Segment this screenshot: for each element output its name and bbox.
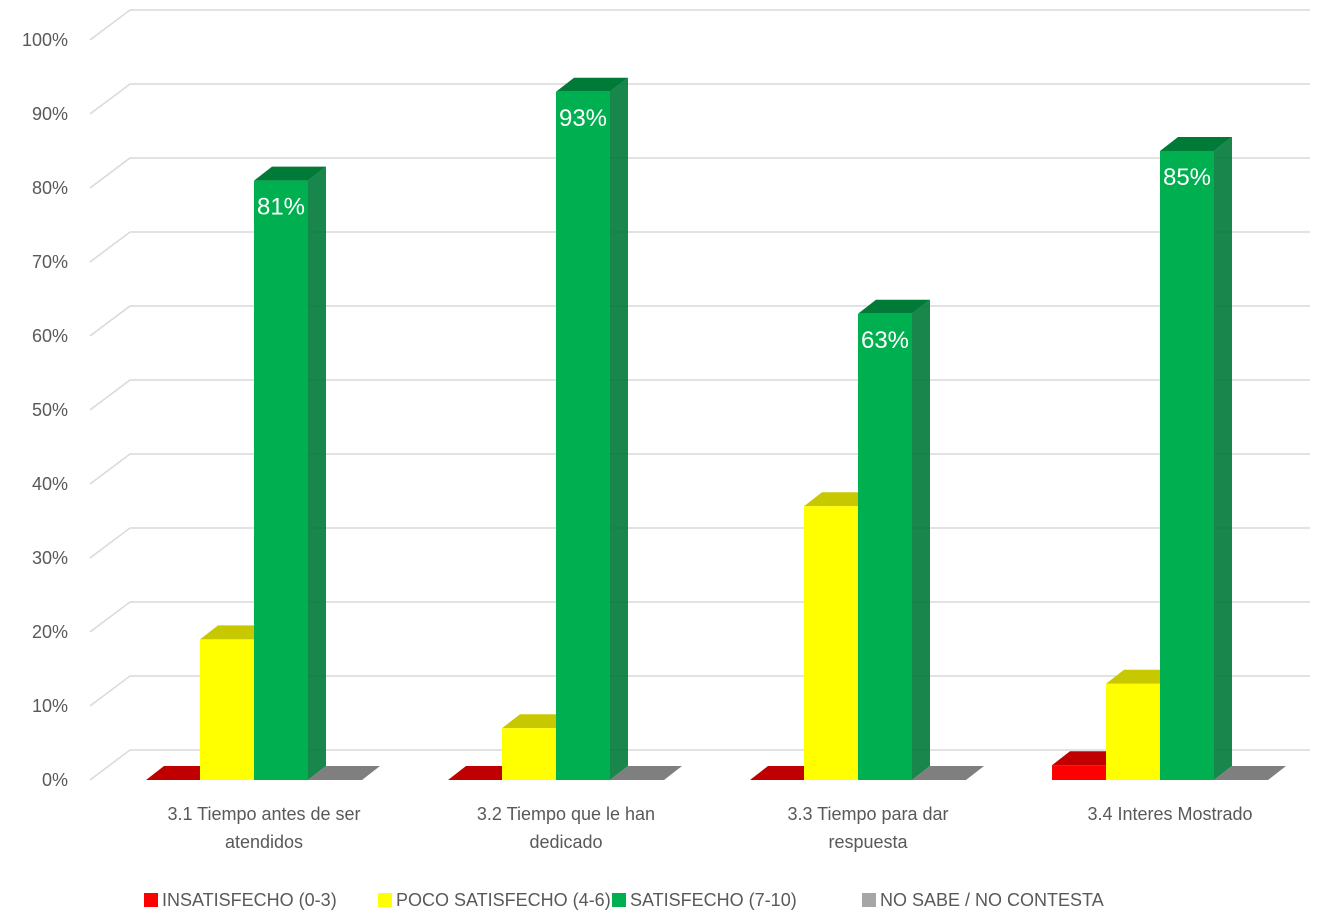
bar-top-3 bbox=[912, 766, 984, 780]
gridline-depth bbox=[89, 305, 131, 337]
y-tick-label: 20% bbox=[32, 622, 68, 642]
legend-label: SATISFECHO (7-10) bbox=[630, 890, 797, 910]
data-label: 85% bbox=[1163, 164, 1211, 191]
bar-top-2 bbox=[254, 166, 326, 181]
bar-top-3 bbox=[308, 766, 380, 780]
x-tick-label: respuesta bbox=[828, 832, 908, 852]
y-tick-label: 80% bbox=[32, 178, 68, 198]
y-tick-label: 100% bbox=[22, 30, 68, 50]
gridline-depth bbox=[89, 379, 131, 411]
bar-2 bbox=[254, 180, 308, 781]
gridline-depth bbox=[89, 83, 131, 115]
bar-side-2 bbox=[610, 77, 628, 781]
y-tick-label: 90% bbox=[32, 104, 68, 124]
legend-swatch bbox=[378, 893, 392, 907]
data-label: 93% bbox=[559, 105, 607, 132]
bar-top-2 bbox=[1160, 137, 1232, 151]
x-tick-label: 3.2 Tiempo que le han bbox=[477, 804, 655, 824]
gridline-depth bbox=[89, 157, 131, 189]
legend-label: POCO SATISFECHO (4-6) bbox=[396, 890, 611, 910]
gridline-depth bbox=[89, 749, 131, 781]
bar-1 bbox=[1106, 683, 1160, 780]
y-tick-label: 40% bbox=[32, 474, 68, 494]
data-label: 63% bbox=[861, 327, 909, 354]
y-tick-label: 50% bbox=[32, 400, 68, 420]
x-tick-label: 3.4 Interes Mostrado bbox=[1087, 804, 1252, 824]
legend-label: INSATISFECHO (0-3) bbox=[162, 890, 337, 910]
bar-1 bbox=[502, 728, 556, 780]
legend-swatch bbox=[862, 893, 876, 907]
gridline-depth bbox=[89, 675, 131, 707]
y-tick-label: 0% bbox=[42, 770, 68, 790]
bar-side-2 bbox=[308, 166, 326, 781]
data-label: 81% bbox=[257, 194, 305, 221]
legend-swatch bbox=[612, 893, 626, 907]
y-tick-label: 10% bbox=[32, 696, 68, 716]
y-tick-label: 60% bbox=[32, 326, 68, 346]
gridline-depth bbox=[89, 231, 131, 263]
gridline-depth bbox=[89, 527, 131, 559]
bar-side-2 bbox=[912, 299, 930, 780]
x-tick-label: atendidos bbox=[225, 832, 303, 852]
gridline-depth bbox=[89, 601, 131, 633]
bar-top-3 bbox=[610, 766, 682, 780]
bar-top-2 bbox=[858, 299, 930, 314]
bar-1 bbox=[804, 506, 858, 780]
bar-2 bbox=[1160, 151, 1214, 780]
bar-0 bbox=[1052, 765, 1106, 780]
gridline-depth bbox=[89, 9, 131, 41]
bar-top-3 bbox=[1214, 766, 1286, 780]
x-tick-label: 3.3 Tiempo para dar bbox=[787, 804, 948, 824]
y-tick-label: 30% bbox=[32, 548, 68, 568]
x-tick-label: 3.1 Tiempo antes de ser bbox=[167, 804, 360, 824]
bar-2 bbox=[858, 313, 912, 780]
bar-1 bbox=[200, 639, 254, 780]
gridline-depth bbox=[89, 453, 131, 485]
x-tick-label: dedicado bbox=[529, 832, 602, 852]
bar-top-2 bbox=[556, 77, 628, 92]
bar-side-2 bbox=[1214, 137, 1232, 780]
y-tick-label: 70% bbox=[32, 252, 68, 272]
legend-swatch bbox=[144, 893, 158, 907]
legend-label: NO SABE / NO CONTESTA bbox=[880, 890, 1104, 910]
bar-2 bbox=[556, 91, 610, 781]
